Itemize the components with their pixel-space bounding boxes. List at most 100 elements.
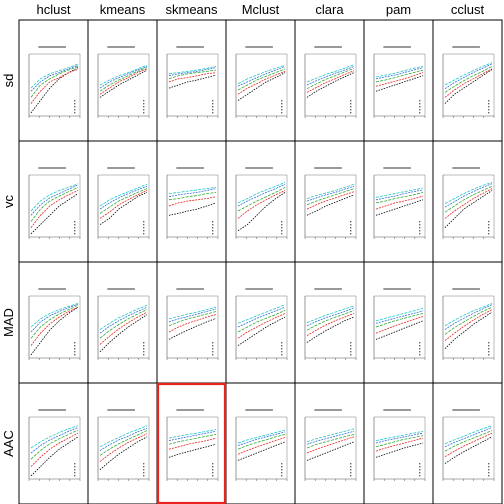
legend-mark <box>281 100 283 102</box>
legend-mark <box>212 221 214 223</box>
series-line-2 <box>306 434 355 449</box>
legend-mark <box>419 354 421 356</box>
legend-mark <box>281 469 283 471</box>
series-line-3 <box>99 185 148 210</box>
legend-mark <box>212 466 214 468</box>
series-line-4 <box>30 183 79 212</box>
series-line-4 <box>444 425 493 445</box>
legend-mark <box>74 221 76 223</box>
series-line-0 <box>237 72 286 101</box>
legend-mark <box>143 112 145 114</box>
legend-mark <box>350 233 352 235</box>
row-label-AAC: AAC <box>1 430 16 457</box>
series-line-2 <box>99 309 148 339</box>
series-line-2 <box>444 66 493 93</box>
series-line-3 <box>168 67 217 77</box>
panel-frame <box>294 382 365 504</box>
panel-title-mark <box>176 288 204 290</box>
panel-frame <box>432 19 503 142</box>
legend-mark <box>350 106 352 108</box>
panel-MAD-kmeans <box>87 261 158 384</box>
series-line-4 <box>444 303 493 327</box>
legend-mark <box>488 351 490 353</box>
legend-mark <box>212 475 214 477</box>
legend-mark <box>281 463 283 465</box>
panel-sd-clara <box>294 19 365 142</box>
panel-title-mark <box>383 167 411 169</box>
series-line-1 <box>237 71 286 95</box>
panel-sd-pam <box>363 19 434 142</box>
panel-AAC-skmeans <box>156 382 227 504</box>
column-label-pam: pam <box>386 2 411 17</box>
series-line-2 <box>99 188 148 214</box>
column-label-skmeans: skmeans <box>165 2 218 17</box>
series-line-1 <box>306 70 355 93</box>
series-line-2 <box>30 429 79 460</box>
series-line-0 <box>444 311 493 349</box>
series-line-3 <box>168 188 217 198</box>
series-line-1 <box>444 188 493 219</box>
legend-mark <box>488 100 490 102</box>
legend-mark <box>488 354 490 356</box>
legend-mark <box>143 106 145 108</box>
panel-vc-clara <box>294 140 365 263</box>
legend-mark <box>212 233 214 235</box>
legend-mark <box>212 469 214 471</box>
legend-mark <box>350 351 352 353</box>
legend-mark <box>74 100 76 102</box>
panel-sd-cclust <box>432 19 503 142</box>
legend-mark <box>488 463 490 465</box>
panel-AAC-Mclust <box>225 382 296 504</box>
panel-title-mark <box>383 46 411 48</box>
series-line-4 <box>375 308 424 322</box>
series-line-3 <box>30 184 79 216</box>
legend-mark <box>281 472 283 474</box>
legend-mark <box>74 475 76 477</box>
series-line-1 <box>237 313 286 339</box>
panel-frame <box>18 261 89 384</box>
panel-title-mark <box>107 288 135 290</box>
legend-mark <box>281 106 283 108</box>
legend-mark <box>419 475 421 477</box>
legend-mark <box>143 466 145 468</box>
series-line-2 <box>237 68 286 91</box>
series-line-3 <box>30 303 79 333</box>
panel-title-mark <box>245 288 273 290</box>
column-label-cclust: cclust <box>451 2 485 17</box>
legend-mark <box>488 227 490 229</box>
series-line-0 <box>375 442 424 458</box>
series-line-3 <box>444 63 493 90</box>
legend-mark <box>74 348 76 350</box>
series-line-3 <box>99 427 148 451</box>
series-line-2 <box>306 188 355 206</box>
legend-mark <box>74 230 76 232</box>
series-line-4 <box>99 425 148 448</box>
series-line-4 <box>168 429 217 439</box>
panel-title-mark <box>38 288 66 290</box>
panel-title-mark <box>314 288 342 290</box>
legend-mark <box>488 112 490 114</box>
series-line-0 <box>30 193 79 235</box>
series-line-3 <box>306 66 355 86</box>
legend-mark <box>281 230 283 232</box>
panel-title-mark <box>107 167 135 169</box>
legend-mark <box>74 106 76 108</box>
legend-mark <box>74 227 76 229</box>
series-line-2 <box>237 187 286 212</box>
legend-mark <box>143 224 145 226</box>
legend-mark <box>143 472 145 474</box>
panel-vc-pam <box>363 140 434 263</box>
series-line-2 <box>237 434 286 450</box>
legend-mark <box>143 103 145 105</box>
series-line-3 <box>306 307 355 327</box>
series-line-4 <box>444 62 493 86</box>
legend-mark <box>350 469 352 471</box>
legend-mark <box>350 230 352 232</box>
panel-title-mark <box>245 46 273 48</box>
panel-frame <box>363 140 434 263</box>
legend-mark <box>74 112 76 114</box>
panel-frame <box>432 382 503 504</box>
legend-mark <box>143 469 145 471</box>
series-line-2 <box>99 430 148 456</box>
series-line-3 <box>99 66 148 89</box>
